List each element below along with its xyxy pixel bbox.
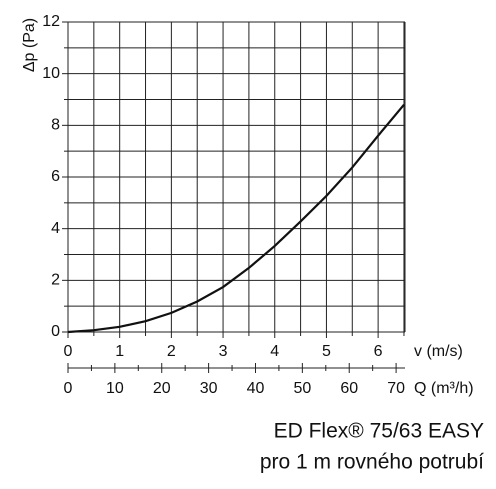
x2-tick-label: 40 [247,380,265,397]
x2-tick-label: 70 [387,380,405,397]
x-tick-label: 6 [374,343,383,360]
y-tick-label: 4 [51,220,60,237]
y-tick-label: 0 [51,323,60,340]
x2-tick-label: 10 [106,380,124,397]
y-axis-label: Δp (Pa) [21,18,38,72]
x-tick-label: 1 [115,343,124,360]
y-tick-label: 10 [42,65,60,82]
x2-tick-label: 30 [200,380,218,397]
x-tick-label: 3 [219,343,228,360]
x2-tick-label: 0 [64,380,73,397]
x-tick-label: 2 [167,343,176,360]
x-tick-label: 5 [322,343,331,360]
x-tick-label: 4 [270,343,279,360]
x2-tick-label: 60 [340,380,358,397]
x-axis-label: v (m/s) [414,343,463,360]
x2-tick-label: 50 [293,380,311,397]
chart-subtitle: pro 1 m rovného potrubí [260,451,484,474]
x2-axis-label: Q (m³/h) [414,380,474,397]
x2-tick-label: 20 [153,380,171,397]
y-tick-label: 12 [42,13,60,30]
y-tick-label: 6 [51,168,60,185]
y-tick-label: 2 [51,272,60,289]
x-tick-label: 0 [64,343,73,360]
data-line [67,103,405,334]
y-tick-label: 8 [51,117,60,134]
chart-title: ED Flex® 75/63 EASY [274,420,484,443]
